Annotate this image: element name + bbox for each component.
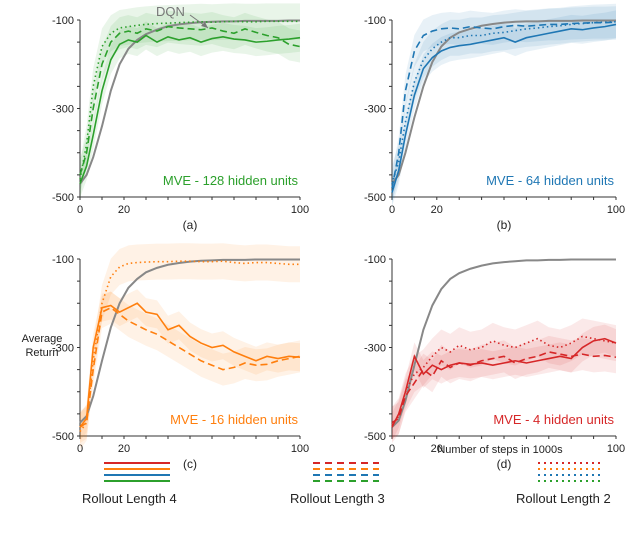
panel-title-c: MVE - 16 hidden units [170, 412, 298, 427]
y-tick-label: -100 [364, 254, 386, 266]
x-tick-label: 100 [291, 204, 309, 216]
x-axis-label: Number of steps in 1000s [437, 444, 563, 456]
y-tick-label: -100 [52, 254, 74, 266]
y-tick-label: -500 [52, 431, 74, 443]
y-tick-label: -100 [52, 15, 74, 27]
dqn-arrowhead [201, 22, 208, 28]
legend-label-rollout2: Rollout Length 2 [516, 491, 611, 506]
band-b-dashed [392, 6, 616, 205]
dqn-line-d [391, 258, 616, 428]
series-line-b-solid [391, 23, 617, 193]
panel-label-c: (c) [183, 457, 197, 471]
x-tick-label: 20 [118, 443, 130, 455]
x-tick-label: 0 [77, 443, 83, 455]
x-tick-label: 0 [389, 204, 395, 216]
x-tick-label: 100 [291, 443, 309, 455]
y-tick-label: -300 [364, 104, 386, 116]
band-a-dotted [80, 3, 300, 198]
panel-title-a: MVE - 128 hidden units [163, 173, 299, 188]
y-axis-label: Average Return [22, 333, 63, 359]
band-a-dashed [80, 10, 300, 191]
panel-label-d: (d) [497, 457, 512, 471]
band-b-dotted [392, 3, 616, 202]
band-d-dotted [392, 318, 616, 443]
panel-title-d: MVE - 4 hidden units [493, 412, 614, 427]
y-tick-label: -500 [52, 192, 74, 204]
band-b-solid [392, 10, 616, 207]
legend-entry-rollout3: Rollout Length 3 [290, 462, 385, 506]
panel-label-a: (a) [183, 218, 198, 232]
legend-label-rollout3: Rollout Length 3 [290, 491, 385, 506]
y-axis-label-line: Average [22, 333, 63, 345]
x-tick-label: 100 [607, 443, 625, 455]
y-axis-label-line: Return [25, 347, 58, 359]
dqn-annotation: DQN [156, 4, 185, 19]
legend-label-rollout4: Rollout Length 4 [82, 491, 177, 506]
series-line-d-dashed [391, 351, 617, 424]
x-tick-label: 20 [431, 443, 443, 455]
y-tick-label: -300 [52, 343, 74, 355]
band-d-solid [392, 324, 616, 442]
series-line-c-dashed [79, 306, 301, 428]
y-tick-label: -500 [364, 192, 386, 204]
dqn-line-c [79, 258, 300, 424]
panel-label-b: (b) [497, 218, 512, 232]
dqn-line-a [79, 19, 300, 185]
series-line-a-dashed [79, 25, 301, 176]
legend: Rollout Length 4 Rollout Length 3 Rollou… [82, 462, 611, 506]
x-tick-label: 0 [77, 204, 83, 216]
band-c-dotted [80, 243, 300, 450]
x-tick-label: 20 [431, 204, 443, 216]
dqn-line-b [391, 19, 616, 185]
x-tick-label: 100 [607, 204, 625, 216]
panel-title-b: MVE - 64 hidden units [486, 173, 614, 188]
band-d-dashed [392, 335, 616, 439]
series-line-b-dotted [391, 20, 617, 184]
series-line-c-solid [79, 302, 301, 428]
legend-entry-rollout2: Rollout Length 2 [516, 462, 611, 506]
y-tick-label: -300 [364, 343, 386, 355]
band-c-dashed [80, 291, 300, 444]
y-tick-label: -500 [364, 431, 386, 443]
x-tick-label: 0 [389, 443, 395, 455]
series-line-d-dotted [391, 335, 617, 426]
x-tick-label: 20 [118, 204, 130, 216]
y-tick-label: -100 [364, 15, 386, 27]
legend-entry-rollout4: Rollout Length 4 [82, 462, 177, 506]
series-line-a-solid [79, 34, 301, 185]
series-line-a-dotted [79, 20, 300, 180]
y-tick-label: -300 [52, 104, 74, 116]
